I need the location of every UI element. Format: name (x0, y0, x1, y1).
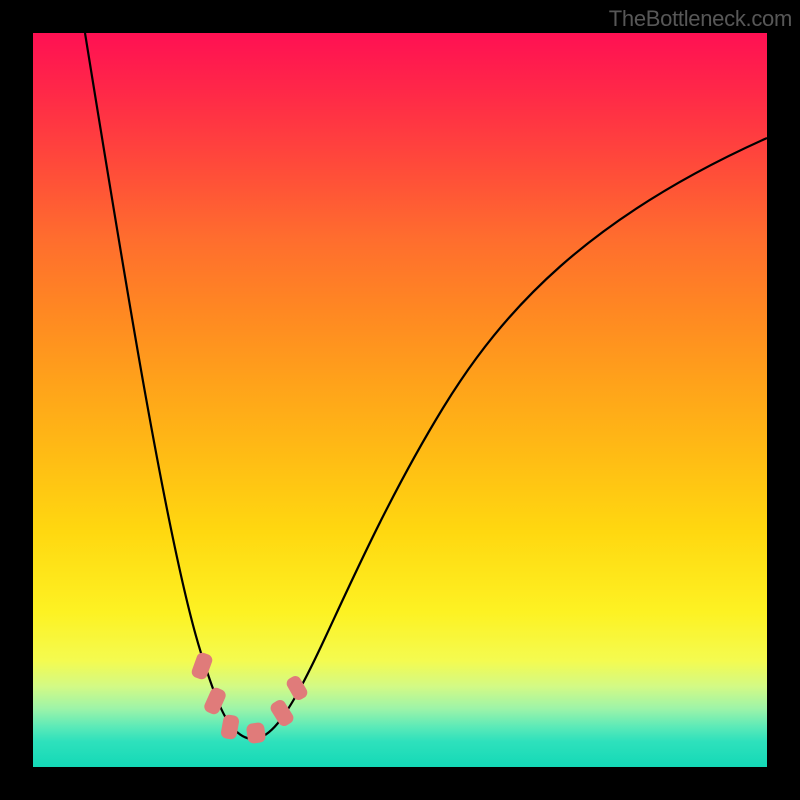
curve-marker (220, 714, 240, 740)
curve-marker (190, 651, 214, 681)
watermark-text: TheBottleneck.com (609, 6, 792, 32)
plot-area (33, 33, 767, 767)
curve-markers (190, 651, 309, 744)
bottleneck-curve (85, 33, 767, 739)
curve-marker (202, 686, 227, 716)
curve-marker (246, 722, 267, 744)
chart-svg (33, 33, 767, 767)
